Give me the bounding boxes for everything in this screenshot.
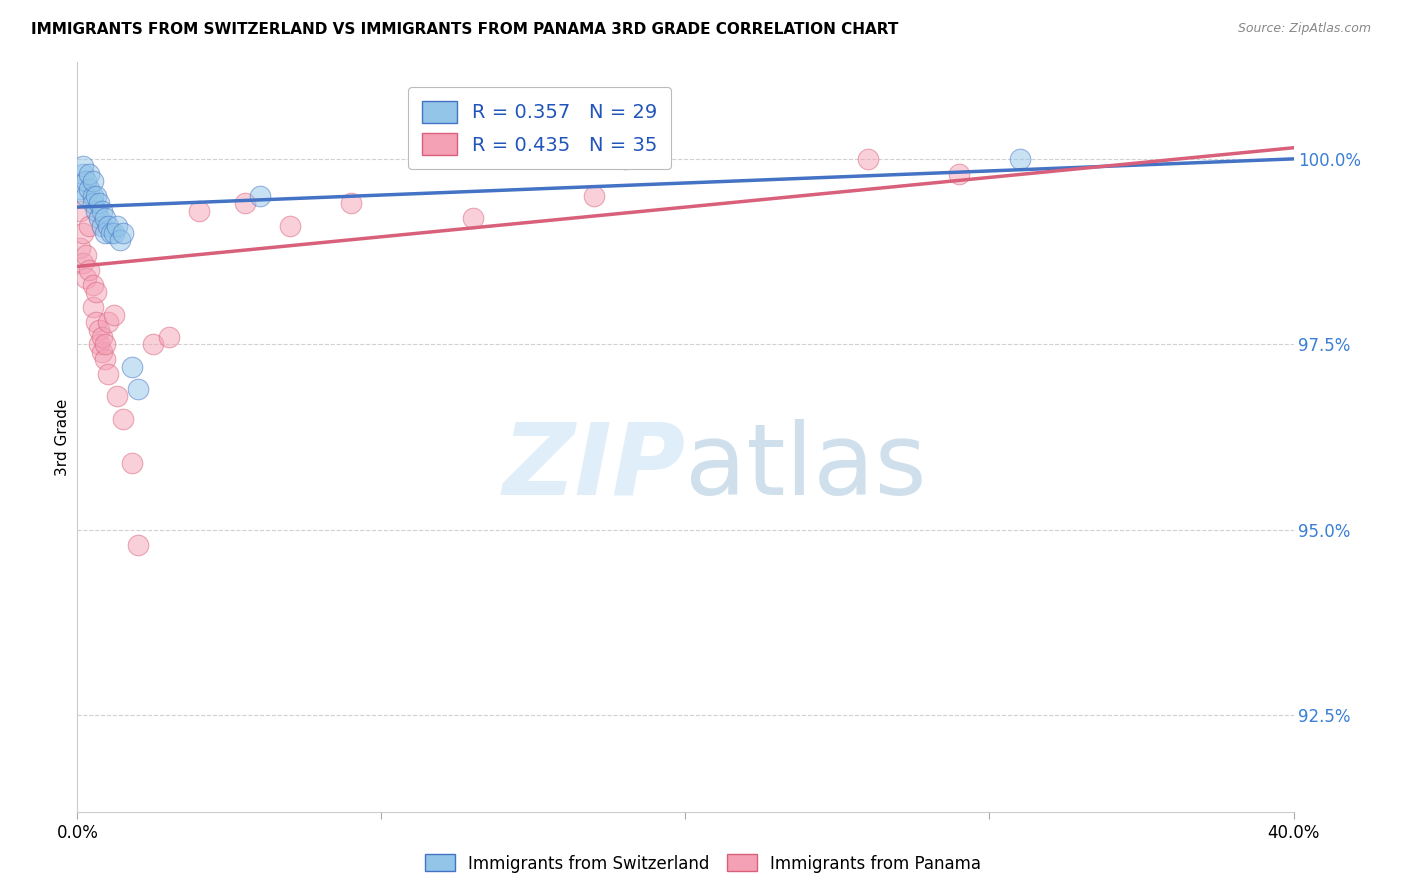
Point [93, 352, 115, 367]
Point [90, 219, 112, 233]
Point [87, 211, 110, 226]
Point [79, 181, 101, 195]
Point [82, 189, 104, 203]
Point [97, 315, 120, 329]
Point [72, 159, 94, 173]
Legend: Immigrants from Switzerland, Immigrants from Panama: Immigrants from Switzerland, Immigrants … [419, 847, 987, 880]
Point [75, 248, 97, 262]
Point [613, 152, 636, 166]
Point [93, 211, 115, 226]
Point [97, 367, 120, 381]
Point [340, 196, 363, 211]
Point [90, 330, 112, 344]
Point [127, 382, 149, 396]
Point [72, 256, 94, 270]
Point [105, 219, 128, 233]
Point [69, 241, 91, 255]
Point [100, 226, 122, 240]
Point [103, 308, 125, 322]
Point [948, 167, 970, 181]
Point [82, 196, 104, 211]
Point [127, 538, 149, 552]
Point [121, 359, 143, 374]
Point [75, 270, 97, 285]
Point [188, 203, 211, 218]
Point [82, 174, 104, 188]
Point [84, 203, 107, 218]
Point [111, 411, 134, 425]
Point [583, 189, 606, 203]
Point [79, 167, 101, 181]
Point [93, 337, 115, 351]
Point [79, 263, 101, 277]
Point [856, 152, 879, 166]
Point [84, 285, 107, 300]
Point [87, 337, 110, 351]
Text: atlas: atlas [686, 418, 927, 516]
Point [79, 219, 101, 233]
Point [75, 174, 97, 188]
Point [84, 189, 107, 203]
Point [69, 203, 91, 218]
Point [90, 344, 112, 359]
Point [84, 315, 107, 329]
Point [82, 300, 104, 314]
Point [142, 337, 165, 351]
Point [108, 234, 131, 248]
Text: Source: ZipAtlas.com: Source: ZipAtlas.com [1237, 22, 1371, 36]
Point [249, 189, 271, 203]
Point [461, 211, 484, 226]
Point [87, 196, 110, 211]
Text: ZIP: ZIP [502, 418, 686, 516]
Point [278, 219, 301, 233]
Point [69, 181, 91, 195]
Point [72, 226, 94, 240]
Point [90, 203, 112, 218]
Point [72, 167, 94, 181]
Point [97, 219, 120, 233]
Point [111, 226, 134, 240]
Point [75, 189, 97, 203]
Legend: R = 0.357   N = 29, R = 0.435   N = 35: R = 0.357 N = 29, R = 0.435 N = 35 [408, 87, 671, 169]
Point [87, 322, 110, 336]
Point [93, 226, 115, 240]
Point [233, 196, 256, 211]
Text: IMMIGRANTS FROM SWITZERLAND VS IMMIGRANTS FROM PANAMA 3RD GRADE CORRELATION CHAR: IMMIGRANTS FROM SWITZERLAND VS IMMIGRANT… [31, 22, 898, 37]
Point [105, 389, 128, 403]
Point [1008, 152, 1031, 166]
Point [157, 330, 180, 344]
Point [82, 278, 104, 293]
Point [121, 456, 143, 470]
Y-axis label: 3rd Grade: 3rd Grade [55, 399, 70, 475]
Point [103, 226, 125, 240]
